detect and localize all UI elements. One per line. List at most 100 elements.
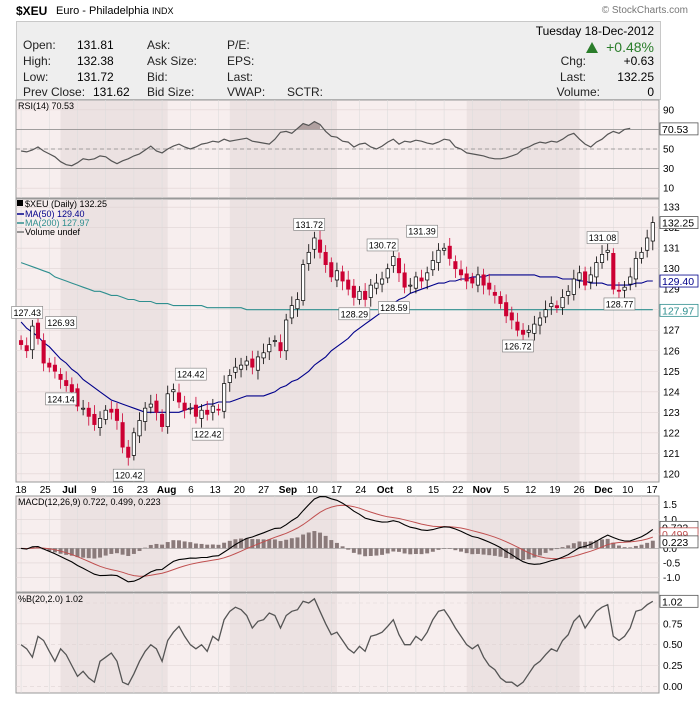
macd-histogram-bar bbox=[594, 540, 599, 549]
chg-label: Chg: bbox=[560, 54, 586, 68]
symbol-label: $XEU bbox=[16, 4, 48, 18]
macd-histogram-bar bbox=[526, 548, 531, 560]
macd-histogram-bar bbox=[391, 548, 396, 552]
macd-histogram-bar bbox=[453, 548, 458, 551]
macd-histogram-bar bbox=[487, 548, 492, 556]
price-candle bbox=[594, 262, 599, 278]
macd-tick-label: 1.0 bbox=[663, 515, 677, 526]
x-axis-label: 10 bbox=[622, 485, 634, 496]
x-axis-label: 25 bbox=[40, 485, 52, 496]
price-candle bbox=[47, 362, 52, 368]
macd-histogram-bar bbox=[650, 540, 655, 549]
price-annotation-label: 128.77 bbox=[606, 299, 634, 309]
macd-histogram-bar bbox=[114, 548, 119, 554]
price-candle bbox=[255, 356, 261, 371]
price-candle bbox=[92, 413, 97, 425]
high-label: High: bbox=[23, 54, 52, 68]
macd-histogram-bar bbox=[216, 544, 221, 549]
pctb-month-band bbox=[60, 594, 168, 692]
macd-histogram-bar bbox=[143, 547, 148, 549]
price-candle bbox=[103, 409, 108, 420]
price-annotation-box bbox=[502, 339, 534, 353]
macd-histogram-bar bbox=[459, 548, 463, 552]
price-annotation-label: 124.14 bbox=[47, 394, 75, 404]
macd-histogram-bar bbox=[199, 543, 204, 549]
price-candle bbox=[357, 290, 362, 300]
price-annotation-label: 120.42 bbox=[115, 471, 143, 481]
price-candle bbox=[306, 251, 311, 264]
price-candle bbox=[19, 340, 24, 345]
macd-month-band bbox=[60, 497, 168, 591]
price-candle bbox=[312, 237, 317, 250]
macd-histogram-bar bbox=[521, 548, 526, 561]
macd-histogram-bar bbox=[464, 548, 469, 554]
price-candle bbox=[222, 383, 227, 412]
macd-histogram-bar bbox=[628, 547, 633, 549]
macd-histogram-bar bbox=[475, 548, 480, 554]
brand-logo[interactable]: © StockCharts.com bbox=[601, 5, 688, 16]
rsi-tick-label: 10 bbox=[663, 184, 675, 195]
macd-histogram-bar bbox=[515, 548, 520, 560]
open-label: Open: bbox=[23, 38, 56, 52]
x-axis-label: 22 bbox=[452, 485, 464, 496]
price-candle bbox=[509, 312, 514, 321]
price-candle bbox=[250, 358, 255, 368]
macd-histogram-bar bbox=[402, 548, 407, 554]
price-candle bbox=[171, 389, 176, 393]
price-tick-label: 120 bbox=[663, 469, 680, 480]
price-candle bbox=[216, 408, 221, 411]
price-candle bbox=[425, 272, 430, 281]
chart-header: $XEU Euro - Philadelphia INDX © StockCha… bbox=[0, 0, 700, 20]
price-candle bbox=[239, 364, 244, 370]
price-month-band bbox=[60, 200, 168, 481]
price-annotation-label: 122.42 bbox=[194, 430, 222, 440]
price-tick-label: 131 bbox=[663, 244, 680, 255]
macd-histogram-bar bbox=[98, 548, 103, 558]
price-candle bbox=[628, 276, 633, 285]
macd-histogram-bar bbox=[222, 542, 227, 549]
x-axis-label: Dec bbox=[594, 485, 613, 496]
price-candle bbox=[504, 302, 509, 317]
macd-histogram-bar bbox=[413, 548, 418, 555]
change-percent: +0.48% bbox=[606, 39, 654, 55]
macd-histogram-bar bbox=[329, 540, 334, 549]
price-annotation-box bbox=[11, 306, 44, 319]
prev-close-label: Prev Close: bbox=[23, 85, 86, 99]
price-candle bbox=[81, 407, 86, 410]
last-label: Last: bbox=[227, 70, 254, 84]
price-tick-label: 121 bbox=[663, 449, 680, 460]
macd-histogram-bar bbox=[64, 548, 69, 555]
price-candle bbox=[583, 271, 588, 286]
x-axis-label: Aug bbox=[157, 485, 176, 496]
last-price-badge: 132.25 bbox=[662, 218, 694, 230]
macd-histogram-bar bbox=[160, 544, 165, 549]
macd-histogram-bar bbox=[171, 540, 176, 549]
price-annotation-box bbox=[45, 392, 77, 406]
macd-histogram-bar bbox=[549, 548, 554, 551]
price-candle bbox=[340, 271, 345, 282]
price-candle bbox=[210, 405, 215, 413]
price-annotation-label: 124.42 bbox=[177, 370, 205, 380]
price-candle bbox=[272, 340, 277, 342]
x-axis-label: 17 bbox=[331, 485, 343, 496]
macd-tick-label: 0.0 bbox=[663, 544, 677, 555]
ma200-badge: 127.97 bbox=[662, 305, 694, 317]
price-candle bbox=[458, 269, 464, 276]
price-candle bbox=[267, 344, 272, 353]
price-candle bbox=[464, 273, 469, 282]
ma50-line bbox=[20, 274, 653, 413]
price-candle bbox=[549, 303, 554, 308]
price-candle bbox=[114, 408, 120, 421]
x-axis-label: 24 bbox=[355, 485, 367, 496]
price-title: $XEU (Daily) 132.25 bbox=[25, 199, 107, 209]
price-candle bbox=[543, 309, 548, 318]
price-legend-swatch bbox=[17, 200, 23, 206]
instrument-name-text: Euro - Philadelphia bbox=[56, 5, 149, 17]
up-arrow-icon bbox=[586, 42, 598, 53]
macd-histogram-bar bbox=[47, 548, 52, 552]
macd-title: MACD(12,26,9) 0.722, 0.499, 0.223 bbox=[18, 497, 161, 507]
open-value: 131.81 bbox=[77, 38, 114, 52]
macd-histogram-bar bbox=[318, 532, 322, 549]
x-axis-label: 17 bbox=[646, 485, 658, 496]
price-candle bbox=[41, 340, 46, 364]
